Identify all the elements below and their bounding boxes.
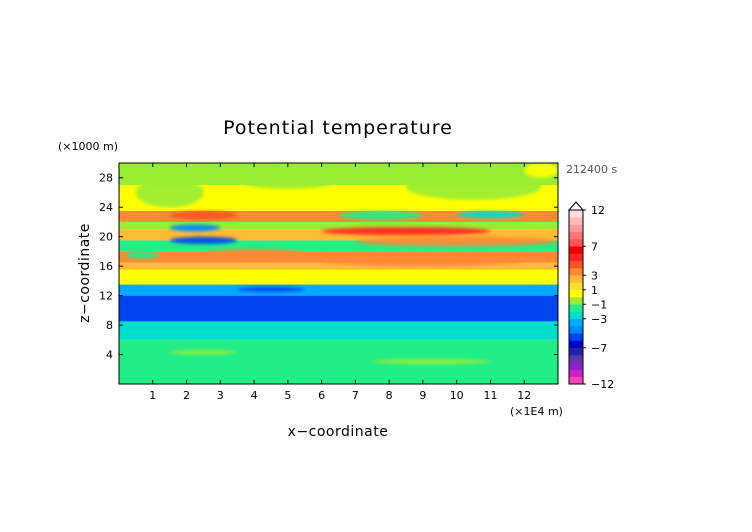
colorbar-label: −3 xyxy=(591,313,607,326)
heatmap-feature xyxy=(237,170,339,189)
y-tick-label: 12 xyxy=(99,290,113,303)
colorbar-label: 3 xyxy=(591,269,598,282)
x-tick-label: 8 xyxy=(386,389,393,402)
heatmap-feature xyxy=(524,163,558,178)
y-tick-label: 8 xyxy=(106,319,113,332)
colorbar-segment xyxy=(569,369,583,378)
heatmap-feature xyxy=(338,210,423,220)
x-tick-label: 4 xyxy=(251,389,258,402)
colorbar-label: −12 xyxy=(591,378,614,391)
heatmap-band xyxy=(119,251,558,263)
heatmap-band xyxy=(119,262,558,270)
x-unit-label: (×1E4 m) xyxy=(510,405,563,418)
y-unit-label: (×1000 m) xyxy=(58,140,118,153)
heatmap-band xyxy=(119,229,558,241)
x-axis-label: x−coordinate xyxy=(288,424,389,440)
y-tick-label: 24 xyxy=(99,201,113,214)
x-tick-label: 9 xyxy=(419,389,426,402)
x-tick-label: 5 xyxy=(284,389,291,402)
heatmap-feature xyxy=(321,255,525,267)
colorbar-segment xyxy=(569,246,583,254)
y-tick-label: 28 xyxy=(99,172,113,185)
plot-frame xyxy=(118,162,559,385)
heatmap-band xyxy=(119,295,558,322)
heatmap-band xyxy=(119,339,558,384)
y-tick-label: 20 xyxy=(99,231,113,244)
y-tick-label: 16 xyxy=(99,260,113,273)
colorbar-extend-arrow xyxy=(567,201,585,211)
colorbar-frame xyxy=(568,209,584,385)
x-tick-label: 12 xyxy=(517,389,531,402)
x-axis: 1 2 3 4 5 6 7 8 9 10 11 12 xyxy=(149,163,531,402)
y-axis-label: z−coordinate xyxy=(77,223,93,323)
colorbar-segment xyxy=(569,376,583,385)
heatmap-feature xyxy=(321,227,491,236)
y-tick-label: 4 xyxy=(106,349,113,362)
colorbar-segment xyxy=(569,318,583,327)
heatmap-band xyxy=(119,284,558,296)
heatmap-feature xyxy=(406,174,542,200)
heatmap-band xyxy=(119,210,558,222)
heatmap-feature xyxy=(135,177,204,208)
heatmap-feature xyxy=(169,210,238,220)
colorbar-segment xyxy=(569,217,583,225)
colorbar: 12 7 3 1−1 −3 −7 −12 xyxy=(567,201,614,391)
heatmap-band xyxy=(119,221,558,230)
colorbar-segment xyxy=(569,333,583,341)
colorbar-label: 1 xyxy=(591,284,598,297)
colorbar-segment xyxy=(569,239,583,247)
heatmap-feature xyxy=(125,251,160,259)
colorbar-segment xyxy=(569,297,583,305)
heatmap-feature xyxy=(237,286,305,292)
x-tick-label: 10 xyxy=(450,389,464,402)
colorbar-segment xyxy=(569,362,583,370)
x-tick-label: 1 xyxy=(149,389,156,402)
colorbar-label: 7 xyxy=(591,240,598,253)
heatmap-band xyxy=(119,240,558,252)
colorbar-segment xyxy=(569,253,583,262)
x-tick-label: 3 xyxy=(217,389,224,402)
time-label: 212400 s xyxy=(566,163,617,176)
colorbar-segment xyxy=(569,347,583,356)
colorbar-segment xyxy=(569,311,583,320)
x-tick-label: 11 xyxy=(483,389,497,402)
heatmap-features xyxy=(125,163,558,365)
colorbar-segment xyxy=(569,282,583,291)
colorbar-label: 12 xyxy=(591,204,605,217)
heatmap-band xyxy=(119,321,558,340)
colorbar-segment xyxy=(569,304,583,312)
heatmap-feature xyxy=(169,350,238,355)
heatmap-feature xyxy=(456,210,525,219)
heatmap-field xyxy=(119,163,558,384)
heatmap-feature xyxy=(355,236,558,247)
x-tick-label: 2 xyxy=(183,389,190,402)
x-tick-label: 7 xyxy=(352,389,359,402)
colorbar-segment xyxy=(569,340,583,349)
colorbar-segment xyxy=(569,268,583,276)
y-axis: 4 8 12 16 20 24 28 xyxy=(99,172,558,362)
colorbar-segment xyxy=(569,355,583,363)
colorbar-segment xyxy=(569,224,583,233)
colorbar-label: −1 xyxy=(591,298,607,311)
heatmap-feature xyxy=(372,358,491,365)
heatmap-band xyxy=(119,269,558,285)
colorbar-segment xyxy=(569,289,583,298)
colorbar-segment xyxy=(569,326,583,334)
chart-title: Potential temperature xyxy=(223,117,453,139)
colorbar-label: −7 xyxy=(591,342,607,355)
colorbar-segment xyxy=(569,210,583,218)
heatmap-feature xyxy=(203,249,305,259)
colorbar-segment xyxy=(569,275,583,283)
heatmap-feature xyxy=(169,224,221,232)
colorbar-segment xyxy=(569,260,583,269)
x-tick-label: 6 xyxy=(318,389,325,402)
heatmap-feature xyxy=(169,236,238,245)
colorbar-segment xyxy=(569,231,583,240)
